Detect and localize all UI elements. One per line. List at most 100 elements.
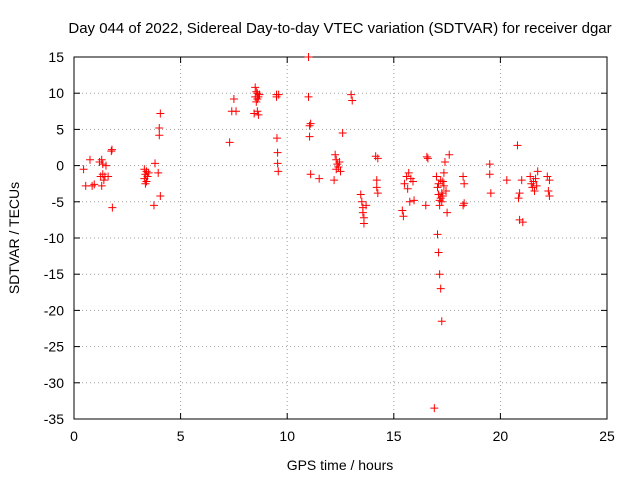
data-point [435,270,444,279]
data-point [305,132,314,141]
data-point [527,179,536,188]
data-point [543,172,552,181]
data-point [107,145,116,154]
data-point [372,176,381,185]
y-axis-label: SDTVAR / TECUs [6,182,22,294]
data-point [306,119,315,128]
data-point [104,172,113,181]
plot-frame [73,56,608,420]
x-tick-label: 5 [177,428,185,444]
data-point [372,183,381,192]
y-tick-label: -35 [44,411,64,427]
data-point [331,150,340,159]
data-point [97,155,106,164]
data-point [438,192,447,201]
data-point [97,181,106,190]
y-tick-label: -10 [44,230,64,246]
data-point [402,172,411,181]
data-point [405,197,414,206]
data-point [143,172,152,181]
data-point [273,148,282,157]
data-point [330,176,339,185]
x-axis-ticks: 0 5 10 15 20 25 [70,57,615,444]
data-point [373,189,382,198]
data-point [154,168,163,177]
data-point [433,183,442,192]
y-tick-label: -30 [44,375,64,391]
data-point [421,201,430,210]
x-axis-label: GPS time / hours [287,457,394,473]
data-point [272,134,281,143]
data-point [140,165,149,174]
data-point [304,92,313,101]
y-tick-label: 0 [56,158,64,174]
data-point [332,165,341,174]
data-point [305,121,314,130]
data-point [436,176,445,185]
data-point [502,176,511,185]
data-point [460,199,469,208]
data-point [400,179,409,188]
data-point [101,161,110,170]
data-point [399,212,408,221]
data-point [531,174,540,183]
grid-lines [74,57,607,419]
data-point [144,168,153,177]
data-point [359,219,368,228]
data-point [445,150,454,159]
data-point [459,172,468,181]
data-point [544,186,553,195]
data-point [98,170,107,179]
data-point [545,176,554,185]
data-point [437,197,446,206]
data-point [274,167,283,176]
x-tick-label: 0 [70,428,78,444]
data-point [304,53,313,61]
data-point [434,179,443,188]
data-points [79,53,554,413]
data-point [435,201,444,210]
data-point [98,160,107,169]
data-point [348,96,357,105]
data-point [533,167,542,176]
data-point [434,248,443,257]
data-point [156,192,165,201]
data-point [442,186,451,195]
data-point [274,90,283,99]
data-point [460,179,469,188]
data-point [254,110,263,119]
y-axis-ticks: -35 -30 -25 -20 -15 -10 -5 0 5 10 15 [44,49,607,427]
data-point [85,155,94,164]
data-point [513,141,522,150]
data-point [430,404,439,413]
data-point [459,201,468,210]
data-point [438,177,447,186]
data-point [156,109,165,118]
data-point [357,197,366,206]
data-point [356,190,365,199]
y-tick-label: -5 [52,194,65,210]
data-point [517,176,526,185]
data-point [545,192,554,201]
data-point [253,107,262,116]
data-point [88,181,97,190]
data-point [486,189,495,198]
x-tick-label: 10 [279,428,295,444]
data-point [273,159,282,168]
data-point [338,129,347,138]
y-tick-label: -20 [44,302,64,318]
data-point [518,218,527,227]
data-point [432,172,441,181]
data-point [336,167,345,176]
y-tick-label: 10 [48,85,64,101]
data-point [334,163,343,172]
data-point [436,194,445,203]
data-point [515,189,524,198]
data-point [79,165,88,174]
data-point [141,179,150,188]
data-point [437,317,446,326]
data-point [440,157,449,166]
data-point [403,184,412,193]
data-point [433,230,442,239]
